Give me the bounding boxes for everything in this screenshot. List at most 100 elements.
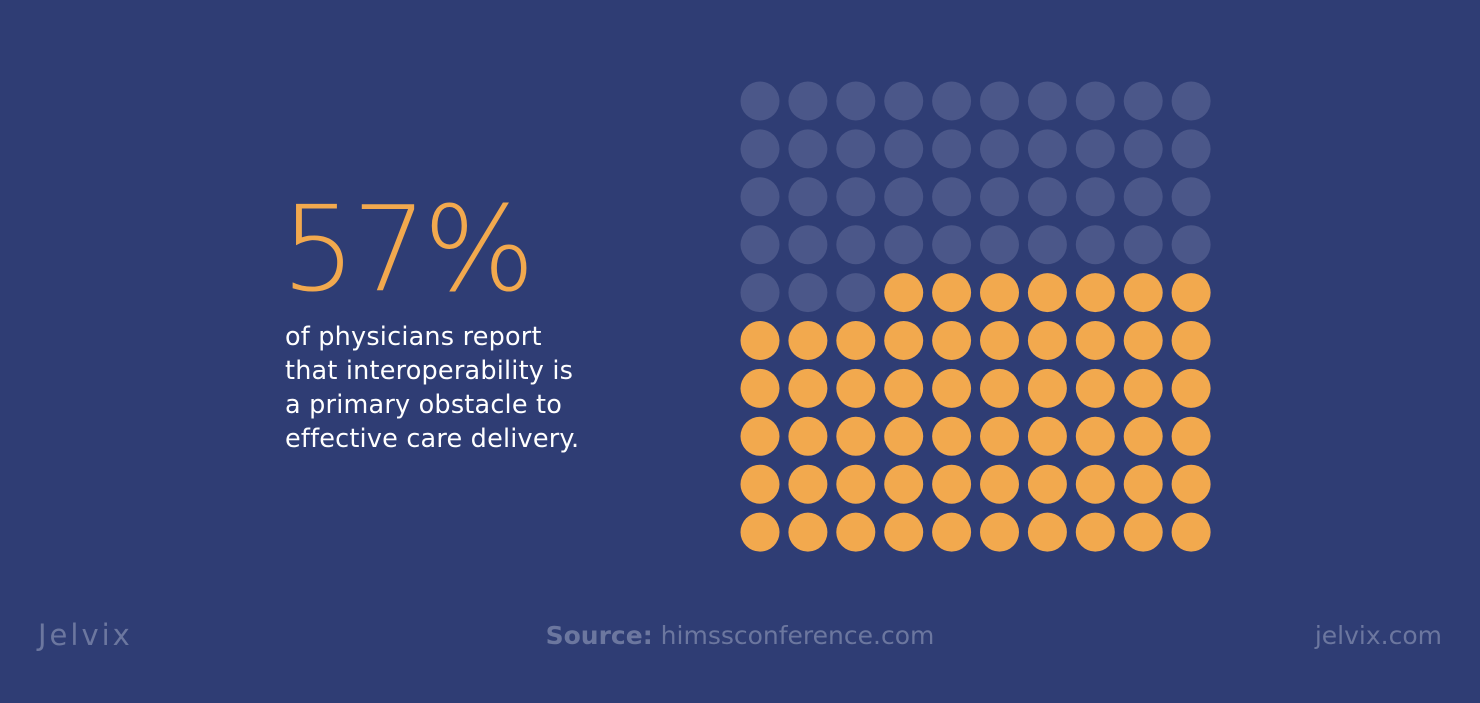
waffle-dot-highlighted <box>932 273 972 313</box>
waffle-dot-highlighted <box>1075 512 1115 552</box>
waffle-dot <box>1027 225 1067 265</box>
waffle-dot-highlighted <box>932 416 972 456</box>
waffle-dot <box>1075 129 1115 169</box>
stat-description: of physicians report that interoperabili… <box>285 322 580 454</box>
waffle-dot-highlighted <box>980 321 1019 360</box>
waffle-dot-highlighted <box>1027 321 1067 360</box>
waffle-dot-highlighted <box>1123 416 1163 456</box>
waffle-dot-highlighted <box>1075 368 1115 408</box>
waffle-dot <box>788 81 828 121</box>
waffle-dot-highlighted <box>1123 368 1163 408</box>
waffle-dot-highlighted <box>884 368 924 408</box>
waffle-dot-highlighted <box>740 464 780 504</box>
waffle-dot-highlighted <box>740 368 780 408</box>
waffle-dot <box>788 225 828 265</box>
waffle-dot <box>932 225 972 265</box>
waffle-dot-highlighted <box>1171 416 1211 456</box>
waffle-dot-highlighted <box>1123 464 1163 504</box>
waffle-dot-highlighted <box>980 416 1019 456</box>
waffle-dot <box>788 129 828 169</box>
percent-value: 57% <box>281 180 535 318</box>
waffle-dot <box>932 129 972 169</box>
waffle-dot-highlighted <box>788 416 828 456</box>
waffle-dot-highlighted <box>836 464 876 504</box>
waffle-dot <box>836 177 876 217</box>
source-label: Source: <box>545 621 653 650</box>
stat-block: 57% of physicians report that interopera… <box>281 190 661 456</box>
waffle-dot-highlighted <box>836 368 876 408</box>
waffle-dot <box>932 81 972 121</box>
waffle-dot <box>1027 81 1067 121</box>
waffle-dot-highlighted <box>932 512 972 552</box>
waffle-dot <box>1171 177 1211 217</box>
waffle-dot-highlighted <box>932 464 972 504</box>
waffle-dot-highlighted <box>788 464 828 504</box>
waffle-dot <box>1075 225 1115 265</box>
waffle-dot <box>1123 225 1163 265</box>
waffle-dot-highlighted <box>980 512 1019 552</box>
waffle-dot <box>1027 177 1067 217</box>
waffle-dot <box>836 129 876 169</box>
waffle-dot-highlighted <box>1123 512 1163 552</box>
waffle-dot-highlighted <box>1123 321 1163 360</box>
waffle-dot-highlighted <box>1027 464 1067 504</box>
waffle-dot <box>1123 81 1163 121</box>
waffle-dot <box>980 225 1019 265</box>
source-value: himssconference.com <box>660 621 935 650</box>
waffle-dot <box>1171 225 1211 265</box>
waffle-dot <box>788 273 828 313</box>
waffle-dot <box>980 177 1019 217</box>
waffle-dot <box>884 129 924 169</box>
waffle-dot-highlighted <box>1123 273 1163 313</box>
waffle-dot-highlighted <box>980 273 1019 313</box>
waffle-dot-highlighted <box>740 512 780 552</box>
waffle-dot-highlighted <box>1027 416 1067 456</box>
waffle-dot-highlighted <box>932 368 972 408</box>
waffle-dot <box>884 177 924 217</box>
waffle-dot-highlighted <box>1075 464 1115 504</box>
waffle-dot-highlighted <box>1171 321 1211 360</box>
waffle-dot <box>1171 81 1211 121</box>
site-link[interactable]: jelvix.com <box>1314 621 1442 650</box>
waffle-dot <box>740 225 780 265</box>
waffle-dot-highlighted <box>836 321 876 360</box>
waffle-dot <box>740 273 780 313</box>
waffle-dot-highlighted <box>740 416 780 456</box>
waffle-dot-highlighted <box>884 321 924 360</box>
waffle-dot <box>740 81 780 121</box>
waffle-dot <box>932 177 972 217</box>
waffle-dot-highlighted <box>1027 273 1067 313</box>
waffle-dot-highlighted <box>788 512 828 552</box>
source-line: Source: himssconference.com <box>0 621 1480 650</box>
waffle-dot <box>836 81 876 121</box>
waffle-dot-highlighted <box>1027 512 1067 552</box>
waffle-dot-highlighted <box>1171 368 1211 408</box>
waffle-dot-highlighted <box>1027 368 1067 408</box>
waffle-dot-highlighted <box>932 321 972 360</box>
waffle-dot-highlighted <box>884 464 924 504</box>
waffle-dot-highlighted <box>1075 416 1115 456</box>
waffle-dot-highlighted <box>884 273 924 313</box>
waffle-dot <box>980 81 1019 121</box>
waffle-dot <box>740 177 780 217</box>
waffle-dot-highlighted <box>1075 273 1115 313</box>
waffle-dot-highlighted <box>740 321 780 360</box>
waffle-dot <box>836 273 876 313</box>
waffle-dot-highlighted <box>1171 464 1211 504</box>
waffle-dot-highlighted <box>1075 321 1115 360</box>
waffle-dot-highlighted <box>836 416 876 456</box>
waffle-dot-highlighted <box>980 464 1019 504</box>
waffle-dot-highlighted <box>980 368 1019 408</box>
waffle-dot-highlighted <box>836 512 876 552</box>
waffle-dot <box>740 129 780 169</box>
waffle-dot <box>884 225 924 265</box>
waffle-dot <box>980 129 1019 169</box>
jelvix-logo: Jelvix <box>38 618 133 652</box>
waffle-dot <box>788 177 828 217</box>
waffle-dot <box>1027 129 1067 169</box>
waffle-dot <box>1075 81 1115 121</box>
waffle-dot-highlighted <box>788 321 828 360</box>
waffle-dot-highlighted <box>884 512 924 552</box>
waffle-dot-highlighted <box>1171 273 1211 313</box>
